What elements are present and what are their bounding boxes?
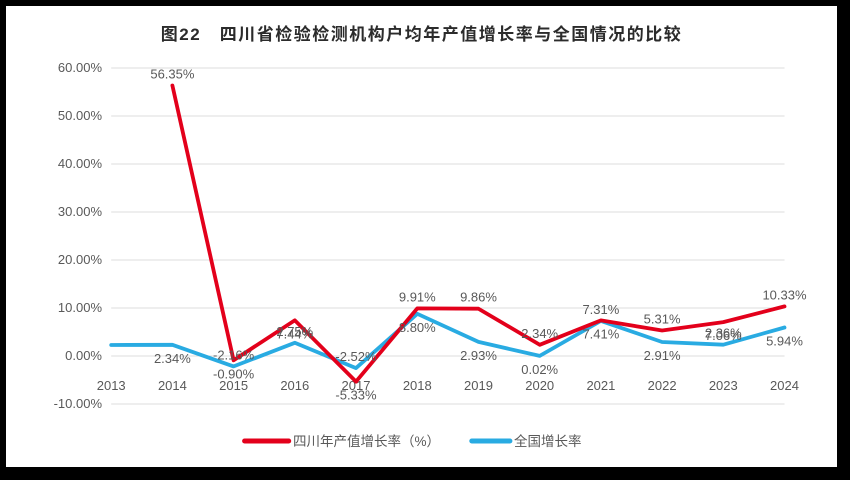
svg-text:2021: 2021 xyxy=(586,378,615,393)
svg-text:-10.00%: -10.00% xyxy=(54,396,103,411)
svg-text:2023: 2023 xyxy=(709,378,738,393)
svg-text:5.31%: 5.31% xyxy=(644,312,681,327)
svg-text:2.93%: 2.93% xyxy=(460,348,497,363)
svg-text:2019: 2019 xyxy=(464,378,493,393)
svg-text:2.75%: 2.75% xyxy=(276,324,313,339)
svg-text:2020: 2020 xyxy=(525,378,554,393)
svg-text:2018: 2018 xyxy=(403,378,432,393)
svg-text:2.91%: 2.91% xyxy=(644,348,681,363)
svg-text:10.33%: 10.33% xyxy=(762,287,807,302)
svg-text:7.31%: 7.31% xyxy=(582,302,619,317)
svg-text:-2.16%: -2.16% xyxy=(213,347,255,362)
svg-text:-2.52%: -2.52% xyxy=(335,349,377,364)
svg-text:40.00%: 40.00% xyxy=(58,156,103,171)
svg-text:5.94%: 5.94% xyxy=(766,334,803,349)
svg-text:9.91%: 9.91% xyxy=(399,289,436,304)
svg-text:四川年产值增长率（%）: 四川年产值增长率（%） xyxy=(293,433,440,449)
svg-text:7.41%: 7.41% xyxy=(582,326,619,341)
svg-text:2013: 2013 xyxy=(97,378,126,393)
svg-text:0.02%: 0.02% xyxy=(521,362,558,377)
svg-text:2014: 2014 xyxy=(158,378,187,393)
svg-text:2.34%: 2.34% xyxy=(521,326,558,341)
svg-text:56.35%: 56.35% xyxy=(150,67,195,82)
svg-text:0.00%: 0.00% xyxy=(65,348,102,363)
svg-text:2.36%: 2.36% xyxy=(705,326,742,341)
svg-text:-5.33%: -5.33% xyxy=(335,388,377,403)
svg-text:2024: 2024 xyxy=(770,378,799,393)
svg-text:9.86%: 9.86% xyxy=(460,290,497,305)
svg-text:50.00%: 50.00% xyxy=(58,108,103,123)
svg-text:10.00%: 10.00% xyxy=(58,300,103,315)
svg-text:30.00%: 30.00% xyxy=(58,204,103,219)
svg-text:-0.90%: -0.90% xyxy=(213,366,255,381)
svg-text:20.00%: 20.00% xyxy=(58,252,103,267)
svg-text:2022: 2022 xyxy=(648,378,677,393)
svg-text:8.80%: 8.80% xyxy=(399,320,436,335)
svg-text:全国增长率: 全国增长率 xyxy=(514,433,582,449)
svg-text:60.00%: 60.00% xyxy=(58,60,103,75)
svg-text:2016: 2016 xyxy=(280,378,309,393)
svg-text:2.34%: 2.34% xyxy=(154,351,191,366)
